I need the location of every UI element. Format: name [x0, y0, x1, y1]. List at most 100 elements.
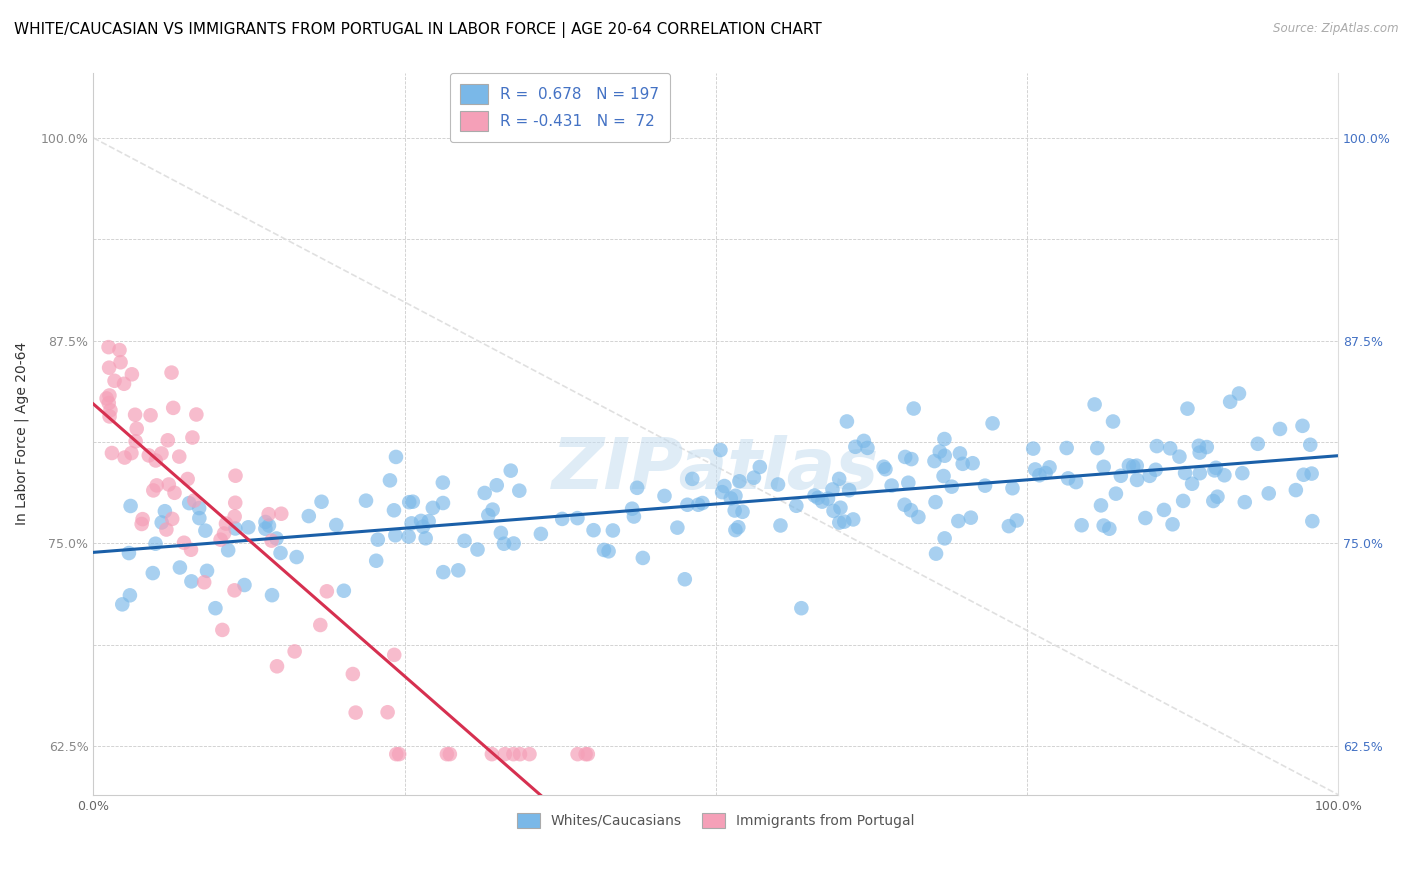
- Point: [1118, 458, 1140, 473]
- Point: [217, 543, 239, 558]
- Point: [1188, 445, 1211, 459]
- Point: [110, 355, 132, 369]
- Point: [188, 511, 211, 525]
- Point: [934, 432, 956, 446]
- Point: [224, 583, 246, 598]
- Point: [844, 440, 866, 454]
- Point: [623, 509, 645, 524]
- Point: [894, 450, 917, 464]
- Text: WHITE/CAUCASIAN VS IMMIGRANTS FROM PORTUGAL IN LABOR FORCE | AGE 20-64 CORRELATI: WHITE/CAUCASIAN VS IMMIGRANTS FROM PORTU…: [14, 22, 823, 38]
- Point: [195, 564, 218, 578]
- Point: [309, 618, 332, 632]
- Point: [1126, 473, 1149, 487]
- Point: [880, 478, 903, 492]
- Point: [382, 648, 405, 662]
- Point: [188, 501, 211, 516]
- Point: [1098, 522, 1121, 536]
- Point: [1301, 467, 1323, 481]
- Point: [727, 520, 749, 534]
- Point: [821, 483, 844, 497]
- Point: [139, 409, 162, 423]
- Point: [1024, 462, 1046, 476]
- Point: [315, 584, 337, 599]
- Point: [952, 457, 974, 471]
- Point: [1159, 442, 1181, 456]
- Point: [835, 414, 858, 428]
- Point: [477, 508, 499, 523]
- Text: ZIPatlas: ZIPatlas: [553, 435, 880, 504]
- Point: [112, 376, 135, 391]
- Point: [713, 479, 735, 493]
- Point: [724, 503, 747, 517]
- Point: [180, 542, 202, 557]
- Point: [582, 523, 605, 537]
- Point: [962, 456, 984, 470]
- Point: [509, 747, 531, 761]
- Point: [1206, 490, 1229, 504]
- Point: [1292, 467, 1315, 482]
- Point: [118, 588, 141, 602]
- Point: [224, 521, 246, 535]
- Point: [325, 518, 347, 533]
- Point: [1174, 466, 1197, 480]
- Point: [160, 366, 183, 380]
- Point: [204, 601, 226, 615]
- Point: [832, 515, 855, 529]
- Point: [907, 510, 929, 524]
- Point: [432, 475, 454, 490]
- Point: [576, 747, 599, 761]
- Point: [142, 566, 165, 580]
- Point: [1227, 386, 1250, 401]
- Point: [934, 449, 956, 463]
- Point: [447, 563, 470, 577]
- Point: [481, 747, 503, 761]
- Point: [439, 747, 461, 761]
- Point: [131, 512, 153, 526]
- Point: [160, 512, 183, 526]
- Point: [212, 526, 235, 541]
- Point: [157, 477, 180, 491]
- Point: [1092, 518, 1115, 533]
- Point: [1085, 441, 1108, 455]
- Point: [124, 434, 146, 449]
- Point: [1135, 511, 1157, 525]
- Point: [367, 533, 389, 547]
- Point: [593, 543, 616, 558]
- Point: [1035, 466, 1057, 480]
- Legend: Whites/Caucasians, Immigrants from Portugal: Whites/Caucasians, Immigrants from Portu…: [510, 805, 921, 835]
- Point: [673, 572, 696, 586]
- Point: [1105, 486, 1128, 500]
- Point: [567, 747, 589, 761]
- Point: [709, 443, 731, 458]
- Point: [156, 434, 179, 448]
- Point: [150, 446, 173, 460]
- Point: [155, 523, 177, 537]
- Point: [900, 503, 922, 517]
- Point: [385, 747, 408, 761]
- Point: [1126, 458, 1149, 473]
- Point: [432, 565, 454, 579]
- Point: [1153, 503, 1175, 517]
- Point: [311, 495, 333, 509]
- Point: [422, 500, 444, 515]
- Point: [769, 518, 792, 533]
- Point: [823, 504, 845, 518]
- Point: [676, 498, 699, 512]
- Point: [145, 537, 167, 551]
- Point: [266, 532, 288, 546]
- Point: [118, 546, 141, 560]
- Point: [1257, 486, 1279, 500]
- Point: [1022, 442, 1045, 456]
- Point: [602, 524, 624, 538]
- Point: [807, 491, 830, 505]
- Point: [666, 521, 689, 535]
- Point: [260, 588, 283, 602]
- Point: [467, 542, 489, 557]
- Point: [828, 516, 851, 530]
- Point: [162, 401, 184, 415]
- Point: [842, 512, 865, 526]
- Point: [180, 574, 202, 589]
- Point: [941, 480, 963, 494]
- Point: [928, 444, 950, 458]
- Point: [626, 481, 648, 495]
